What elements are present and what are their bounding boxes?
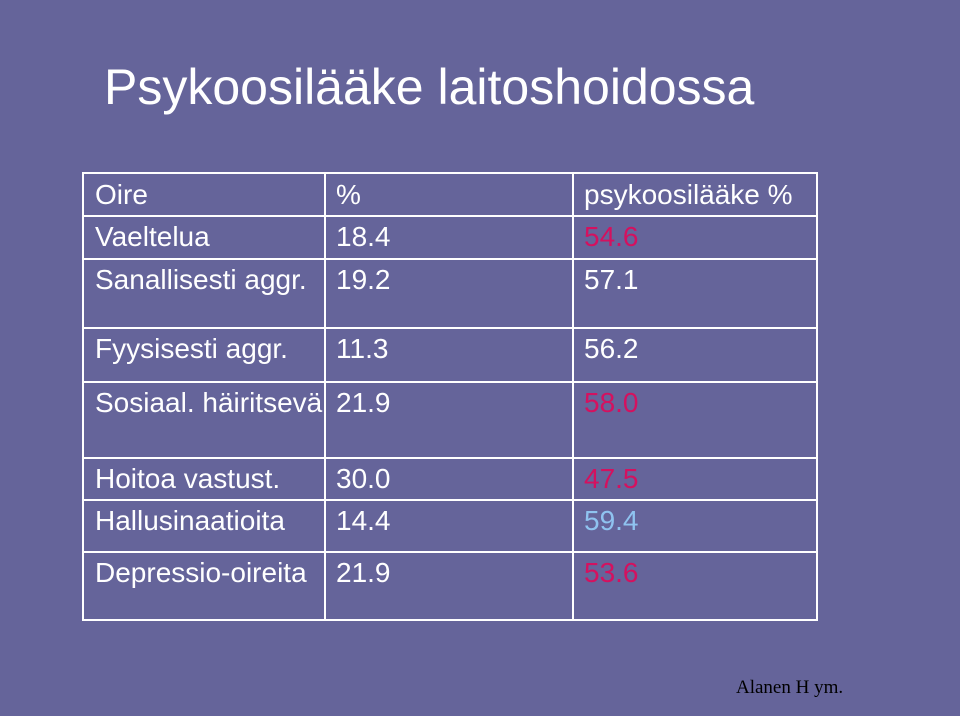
- table-cell: 57.1: [584, 264, 639, 295]
- row-divider: [84, 457, 816, 459]
- table-cell: Depressio-oireita: [95, 557, 307, 588]
- header-cell: %: [336, 179, 361, 210]
- row-divider: [84, 215, 816, 217]
- row-divider: [84, 258, 816, 260]
- table-cell: 18.4: [336, 221, 391, 252]
- table-cell: 58.0: [584, 387, 639, 418]
- header-cell: psykoosilääke %: [584, 179, 793, 210]
- column-divider: [572, 174, 574, 619]
- table-cell: Sanallisesti aggr.: [95, 264, 307, 295]
- slide-title: Psykoosilääke laitoshoidossa: [104, 59, 755, 115]
- table-cell: 21.9: [336, 557, 391, 588]
- header-cell: Oire: [95, 179, 148, 210]
- table-cell: 14.4: [336, 505, 391, 536]
- footer-credit: Alanen H ym.: [736, 677, 844, 698]
- row-divider: [84, 551, 816, 553]
- table-cell: 21.9: [336, 387, 391, 418]
- table-cell: Sosiaal. häiritsevä: [95, 387, 323, 418]
- table-cell: 54.6: [584, 221, 639, 252]
- table-cell: 30.0: [336, 463, 391, 494]
- table-cell: 56.2: [584, 333, 639, 364]
- column-divider: [324, 174, 326, 619]
- table-cell: Hoitoa vastust.: [95, 463, 281, 494]
- table-cell: Vaeltelua: [95, 221, 210, 252]
- table: Oire% psykoosilääke % Vaeltelua 18.4 54.6 San…: [82, 172, 818, 621]
- row-divider: [84, 381, 816, 383]
- row-divider: [84, 327, 816, 329]
- table-cell: 53.6: [584, 557, 639, 588]
- table-cell: 59.4: [584, 505, 639, 536]
- table-cell: 19.2: [336, 264, 391, 295]
- table-cell: 11.3: [336, 333, 389, 364]
- row-divider: [84, 499, 816, 501]
- table-cell: Hallusinaatioita: [95, 505, 285, 536]
- table-cell: 47.5: [584, 463, 639, 494]
- table-cell: Fyysisesti aggr.: [95, 333, 288, 364]
